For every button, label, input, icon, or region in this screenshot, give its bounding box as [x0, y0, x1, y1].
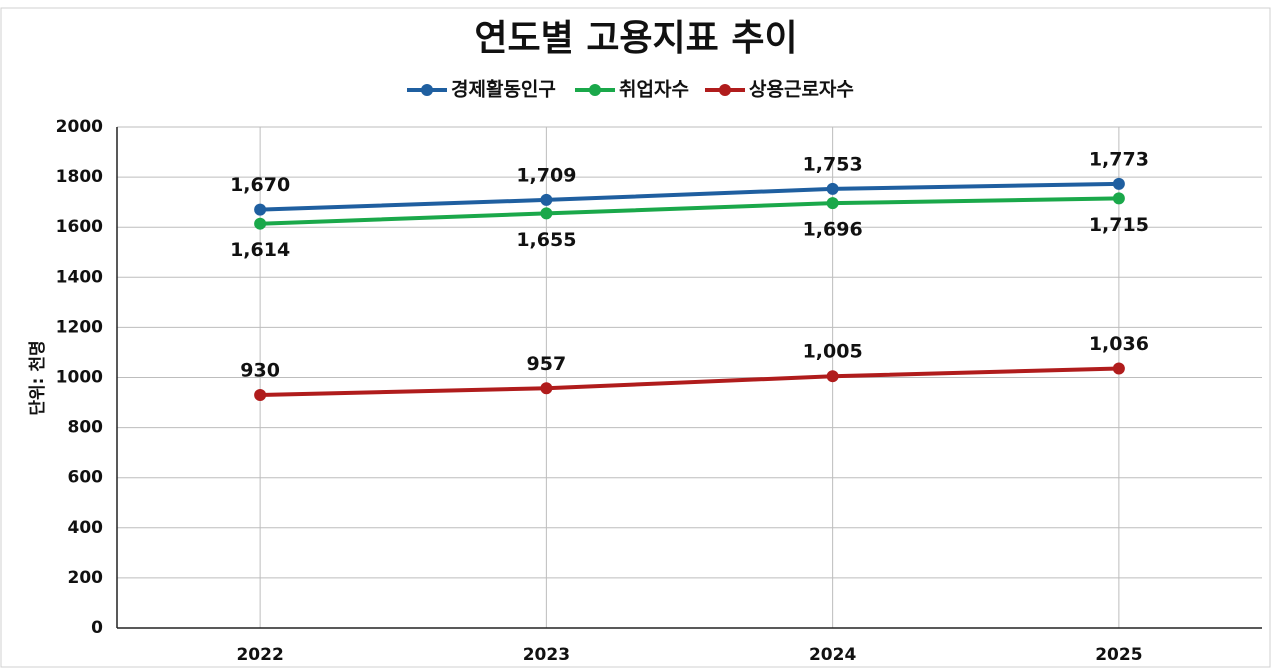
- data-label: 1,655: [516, 229, 576, 251]
- point: [540, 207, 553, 220]
- point: [1112, 192, 1125, 205]
- x-tick-label: 2022: [236, 645, 283, 665]
- y-tick-label: 1600: [56, 217, 103, 237]
- chart-title: 연도별 고용지표 추이: [474, 18, 797, 59]
- series-line: [260, 366, 1119, 398]
- point: [826, 370, 839, 383]
- y-tick-label: 0: [91, 618, 103, 638]
- data-label: 957: [527, 353, 567, 375]
- point: [826, 182, 839, 195]
- y-tick-label: 200: [68, 568, 104, 588]
- y-tick-label: 400: [68, 518, 104, 538]
- y-tick-label: 2000: [56, 117, 103, 137]
- x-tick-label: 2025: [1095, 645, 1142, 665]
- point: [1112, 177, 1125, 190]
- data-label: 1,773: [1089, 148, 1149, 170]
- data-label: 1,709: [516, 164, 576, 186]
- y-axis-label: 단위: 천명: [28, 340, 48, 415]
- legend-label: 취업자수: [619, 79, 689, 101]
- y-tick-label: 1400: [56, 267, 103, 287]
- legend-marker: [719, 84, 731, 96]
- data-label: 1,036: [1089, 333, 1149, 355]
- point: [254, 217, 267, 230]
- data-label: 930: [240, 360, 280, 382]
- series-line: [260, 181, 1119, 212]
- legend-label: 상용근로자수: [749, 79, 854, 101]
- y-tick-label: 1000: [56, 368, 103, 388]
- data-label: 1,614: [230, 239, 290, 261]
- x-tick-label: 2024: [809, 645, 856, 665]
- data-label: 1,696: [803, 219, 863, 241]
- legend-marker: [589, 84, 601, 96]
- data-label: 1,005: [803, 341, 863, 363]
- chart-border: [0, 7, 1271, 668]
- legend-label: 경제활동인구: [451, 79, 556, 101]
- point: [826, 197, 839, 210]
- point: [540, 382, 553, 395]
- y-tick-label: 1200: [56, 317, 103, 337]
- point: [1112, 362, 1125, 375]
- point: [540, 193, 553, 206]
- data-label: 1,715: [1089, 214, 1149, 236]
- point: [254, 389, 267, 402]
- point: [254, 203, 267, 216]
- data-label: 1,670: [230, 174, 290, 196]
- y-tick-label: 800: [68, 418, 104, 438]
- x-tick-label: 2023: [523, 645, 570, 665]
- y-tick-label: 1800: [56, 167, 103, 187]
- data-label: 1,753: [803, 153, 863, 175]
- y-tick-label: 600: [68, 468, 104, 488]
- series-line: [260, 196, 1119, 226]
- legend-marker: [421, 84, 433, 96]
